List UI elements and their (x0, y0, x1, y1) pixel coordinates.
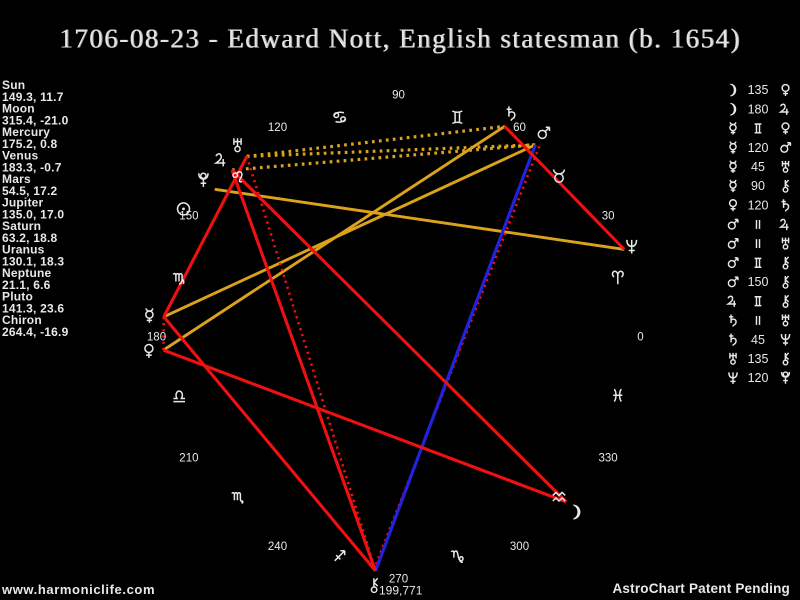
svg-text:Mars: Mars (2, 172, 31, 186)
svg-text:120: 120 (748, 141, 769, 155)
svg-text:300: 300 (510, 541, 529, 553)
svg-text:Saturn: Saturn (2, 219, 41, 233)
svg-text:Mercury: Mercury (2, 125, 50, 139)
svg-text:120: 120 (748, 198, 769, 212)
svg-text:AstroChart Patent Pending: AstroChart Patent Pending (612, 581, 790, 596)
svg-text:150: 150 (748, 275, 769, 289)
svg-text:149.3, 11.7: 149.3, 11.7 (2, 90, 64, 104)
svg-text:Venus: Venus (2, 149, 38, 163)
svg-text:0: 0 (637, 332, 643, 344)
svg-text:199,771: 199,771 (379, 584, 423, 598)
svg-text:Uranus: Uranus (2, 243, 45, 257)
svg-text:180: 180 (147, 332, 166, 344)
svg-text:330: 330 (599, 453, 618, 465)
svg-text:120: 120 (748, 371, 769, 385)
svg-text:30: 30 (602, 211, 615, 223)
svg-text:Pluto: Pluto (2, 290, 33, 304)
svg-text:21.1, 6.6: 21.1, 6.6 (2, 278, 51, 292)
svg-text:Chiron: Chiron (2, 313, 42, 327)
svg-text:183.3, -0.7: 183.3, -0.7 (2, 160, 62, 174)
svg-text:45: 45 (751, 160, 765, 174)
svg-text:135: 135 (748, 83, 769, 97)
svg-text:www.harmoniclife.com: www.harmoniclife.com (1, 582, 155, 597)
svg-text:135.0, 17.0: 135.0, 17.0 (2, 207, 64, 221)
svg-text:Neptune: Neptune (2, 266, 52, 280)
svg-text:175.2, 0.8: 175.2, 0.8 (2, 137, 58, 151)
svg-text:135: 135 (748, 352, 769, 366)
svg-text:130.1, 18.3: 130.1, 18.3 (2, 254, 64, 268)
svg-text:Moon: Moon (2, 102, 35, 116)
svg-text:120: 120 (268, 122, 287, 134)
svg-text:1706-08-23 - Edward Nott, Engl: 1706-08-23 - Edward Nott, English states… (59, 24, 741, 54)
svg-text:63.2, 18.8: 63.2, 18.8 (2, 231, 58, 245)
svg-text:45: 45 (751, 333, 765, 347)
svg-text:54.5, 17.2: 54.5, 17.2 (2, 184, 58, 198)
svg-text:150: 150 (179, 211, 198, 223)
svg-text:240: 240 (268, 541, 287, 553)
svg-text:264.4, -16.9: 264.4, -16.9 (2, 325, 69, 339)
svg-text:270: 270 (389, 574, 408, 586)
svg-text:141.3, 23.6: 141.3, 23.6 (2, 301, 64, 315)
svg-text:210: 210 (179, 453, 198, 465)
svg-text:Sun: Sun (2, 78, 25, 92)
svg-text:Jupiter: Jupiter (2, 196, 44, 210)
svg-text:90: 90 (392, 90, 405, 102)
svg-text:180: 180 (748, 102, 769, 116)
svg-text:315.4, -21.0: 315.4, -21.0 (2, 113, 69, 127)
svg-text:60: 60 (513, 122, 526, 134)
svg-text:90: 90 (751, 179, 765, 193)
